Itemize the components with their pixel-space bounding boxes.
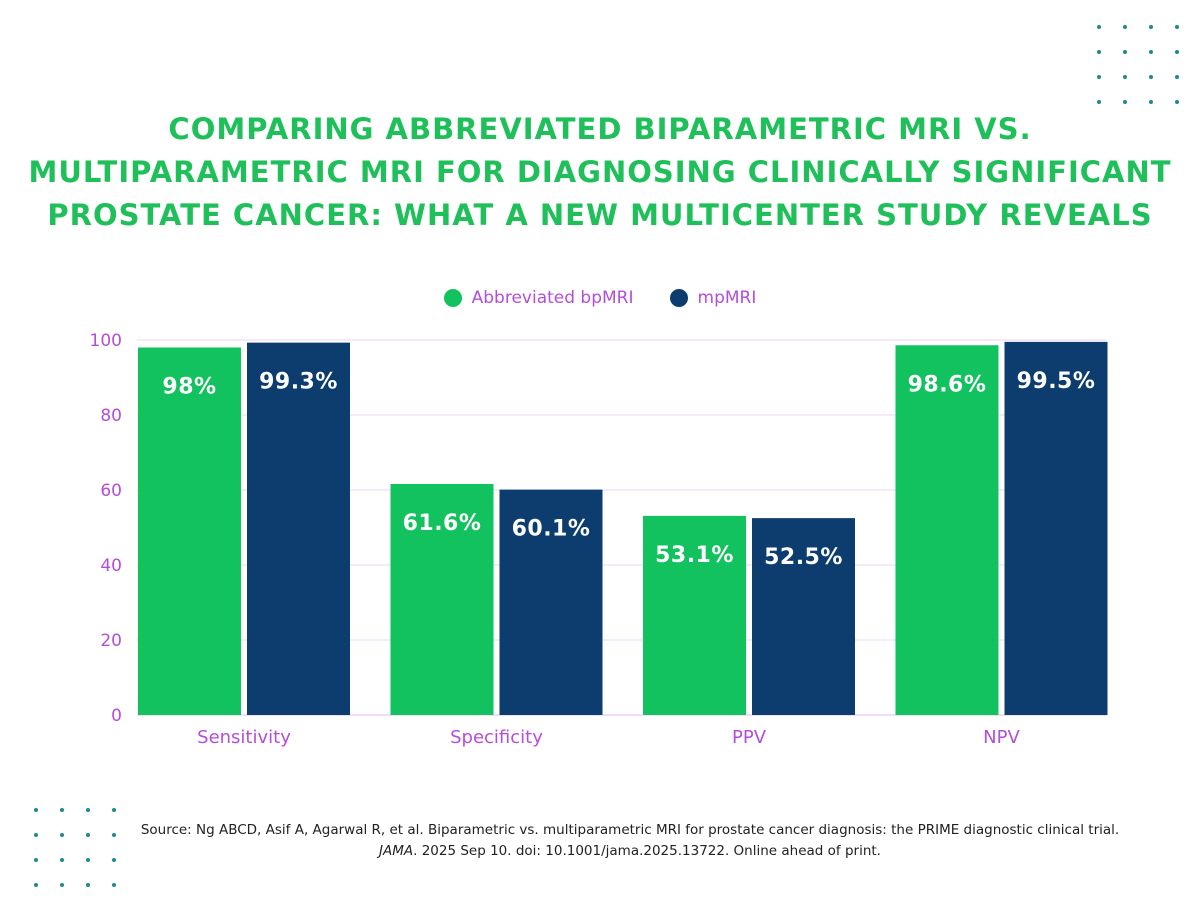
decorative-dot xyxy=(1175,50,1179,54)
decorative-dot xyxy=(1175,25,1179,29)
page-title: COMPARING ABBREVIATED BIPARAMETRIC MRI V… xyxy=(20,108,1180,237)
bar-mpmri-sensitivity xyxy=(247,342,350,715)
source-citation: Source: Ng ABCD, Asif A, Agarwal R, et a… xyxy=(130,820,1130,862)
chart-legend: Abbreviated bpMRI mpMRI xyxy=(0,288,1200,308)
decorative-dot xyxy=(60,808,64,812)
decorative-dot xyxy=(112,808,116,812)
decorative-dot xyxy=(1149,25,1153,29)
legend-item-mpmri: mpMRI xyxy=(669,288,757,308)
y-tick-label: 80 xyxy=(100,406,122,426)
decorative-dot xyxy=(112,883,116,887)
decorative-dot xyxy=(1175,100,1179,104)
legend-label-bpmri: Abbreviated bpMRI xyxy=(471,288,634,308)
decorative-dot xyxy=(1097,50,1101,54)
y-tick-label: 20 xyxy=(100,631,122,651)
data-label: 99.5% xyxy=(1017,369,1096,394)
decorative-dot xyxy=(60,833,64,837)
title-line-2: MULTIPARAMETRIC MRI FOR DIAGNOSING CLINI… xyxy=(28,155,1172,189)
decorative-dot xyxy=(60,858,64,862)
bar-bpmri-sensitivity xyxy=(138,347,241,715)
decorative-dot xyxy=(86,833,90,837)
decorative-dot xyxy=(1149,100,1153,104)
decorative-dot-grid-top-right xyxy=(1097,25,1179,104)
legend-swatch-bpmri xyxy=(443,289,462,307)
bar-mpmri-specificity xyxy=(499,489,603,715)
source-suffix: . 2025 Sep 10. doi: 10.1001/jama.2025.13… xyxy=(413,843,881,859)
bar-bpmri-npv xyxy=(895,345,999,715)
bar-mpmri-ppv xyxy=(752,518,855,715)
decorative-dot xyxy=(112,833,116,837)
y-tick-label: 100 xyxy=(90,331,122,351)
decorative-dot xyxy=(1149,75,1153,79)
data-label: 60.1% xyxy=(512,517,591,542)
bar-mpmri-npv xyxy=(1004,341,1108,715)
bar-bpmri-specificity xyxy=(390,484,494,715)
bar-bpmri-ppv xyxy=(643,515,746,715)
legend-label-mpmri: mpMRI xyxy=(697,288,757,308)
data-label: 98% xyxy=(162,375,216,400)
decorative-dot xyxy=(112,858,116,862)
decorative-dot xyxy=(34,833,38,837)
y-tick-label: 40 xyxy=(100,556,122,576)
data-label: 61.6% xyxy=(403,511,482,536)
data-label: 52.5% xyxy=(764,545,843,570)
title-line-3: PROSTATE CANCER: WHAT A NEW MULTICENTER … xyxy=(47,198,1153,232)
decorative-dot xyxy=(34,883,38,887)
x-tick-label: Sensitivity xyxy=(197,727,291,748)
decorative-dot xyxy=(1123,75,1127,79)
source-journal: JAMA xyxy=(379,843,414,859)
x-tick-label: NPV xyxy=(983,727,1020,748)
x-tick-label: Specificity xyxy=(450,727,543,748)
decorative-dot xyxy=(1149,50,1153,54)
decorative-dot xyxy=(34,858,38,862)
decorative-dot xyxy=(34,808,38,812)
title-line-1: COMPARING ABBREVIATED BIPARAMETRIC MRI V… xyxy=(168,112,1032,146)
source-prefix: Source: Ng ABCD, Asif A, Agarwal R, et a… xyxy=(140,822,1120,838)
decorative-dot xyxy=(1175,75,1179,79)
decorative-dot xyxy=(1097,75,1101,79)
decorative-dot xyxy=(86,883,90,887)
legend-item-bpmri: Abbreviated bpMRI xyxy=(443,288,634,308)
x-tick-label: PPV xyxy=(732,727,767,748)
decorative-dot xyxy=(1123,50,1127,54)
decorative-dot-grid-bottom-left xyxy=(34,808,116,887)
legend-swatch-mpmri xyxy=(669,289,688,307)
decorative-dot xyxy=(60,883,64,887)
decorative-dot xyxy=(86,858,90,862)
decorative-dot xyxy=(1097,25,1101,29)
data-label: 53.1% xyxy=(655,543,734,568)
data-label: 98.6% xyxy=(908,372,987,397)
y-tick-label: 0 xyxy=(111,706,122,726)
decorative-dot xyxy=(1123,25,1127,29)
data-label: 99.3% xyxy=(259,370,338,395)
decorative-dot xyxy=(1097,100,1101,104)
y-tick-label: 60 xyxy=(100,481,122,501)
decorative-dot xyxy=(1123,100,1127,104)
decorative-dot xyxy=(86,808,90,812)
